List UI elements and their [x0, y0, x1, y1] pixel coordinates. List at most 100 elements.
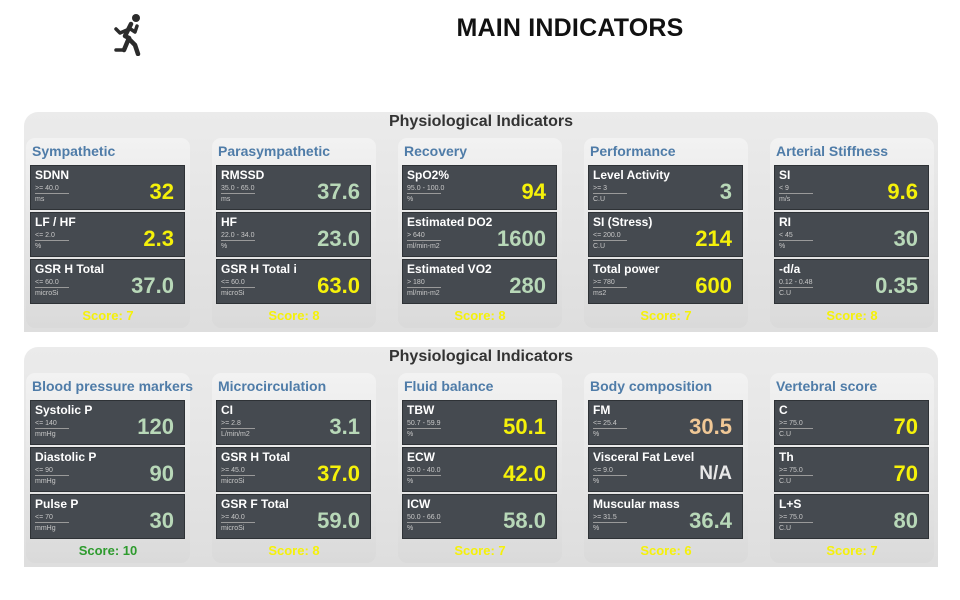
group-title: Microcirculation	[218, 378, 327, 394]
indicator-unit: %	[35, 243, 42, 250]
indicator-card[interactable]: LF / HF <= 2.0% 2.3	[30, 212, 185, 257]
indicator-card[interactable]: Total power >= 780 ms2 600	[588, 259, 743, 304]
indicator-unit: microSi	[221, 290, 245, 297]
indicator-value: 30	[149, 508, 174, 533]
indicator-name: RMSSD	[221, 168, 265, 182]
indicator-name: ICW	[407, 497, 431, 511]
indicator-card[interactable]: GSR H Total i <= 60.0 microSi 63.0	[216, 259, 371, 304]
indicator-name: SpO2%	[407, 168, 450, 182]
indicator-value: 120	[137, 414, 174, 439]
indicator-card[interactable]: -d/a 0.12 - 0.48 C.U 0.35	[774, 259, 929, 304]
indicator-name: Systolic P	[35, 403, 93, 417]
group-score: Score: 7	[640, 308, 692, 323]
indicator-value: 37.0	[131, 273, 174, 298]
indicator-value: 63.0	[317, 273, 360, 298]
indicator-card[interactable]: Muscular mass >= 31.5% 36.4	[588, 494, 743, 539]
group-score: Score: 8	[268, 543, 320, 558]
indicator-value: 59.0	[317, 508, 360, 533]
indicator-card[interactable]: Estimated DO2 > 640 ml/min-m2 1600	[402, 212, 557, 257]
indicator-card[interactable]: GSR H Total <= 60.0 microSi 37.0	[30, 259, 185, 304]
indicator-unit: %	[593, 478, 600, 485]
indicator-card[interactable]: RMSSD 35.0 - 65.0 ms 37.6	[216, 165, 371, 210]
indicator-card[interactable]: Diastolic P <= 90 mmHg 90	[30, 447, 185, 492]
indicator-group: Body composition FM <= 25.4% 30.5 Visceral F…	[584, 373, 748, 563]
indicator-value: 0.35	[875, 273, 918, 298]
indicator-unit: L/min/m2	[221, 431, 250, 438]
indicator-card[interactable]: ECW 30.0 - 40.0% 42.0	[402, 447, 557, 492]
indicator-value: 3	[719, 179, 732, 204]
indicator-value: 9.6	[887, 179, 918, 204]
indicator-unit: ml/min-m2	[407, 243, 440, 250]
indicator-value: 42.0	[503, 461, 546, 486]
indicator-value: 37.0	[317, 461, 360, 486]
indicator-range: <= 90	[35, 467, 69, 476]
indicator-unit: %	[407, 478, 414, 485]
indicator-card[interactable]: Th >= 75.0 C.U 70	[774, 447, 929, 492]
indicator-unit: %	[593, 431, 600, 438]
indicator-card[interactable]: GSR H Total >= 45.0 microSi 37.0	[216, 447, 371, 492]
indicator-name: ECW	[407, 450, 435, 464]
indicator-unit: m/s	[779, 196, 791, 203]
indicator-card[interactable]: SI (Stress) <= 200.0 C.U 214	[588, 212, 743, 257]
indicator-unit: C.U	[779, 525, 792, 532]
indicator-group: Parasympathetic RMSSD 35.0 - 65.0 ms 37.6 HF 2…	[212, 138, 376, 328]
indicator-name: Visceral Fat Level	[593, 450, 695, 464]
indicator-value: 32	[149, 179, 174, 204]
indicator-name: Estimated VO2	[407, 262, 492, 276]
indicator-card[interactable]: FM <= 25.4% 30.5	[588, 400, 743, 445]
indicator-card[interactable]: Level Activity >= 3 C.U 3	[588, 165, 743, 210]
indicator-range: 50.7 - 59.9	[407, 420, 441, 429]
indicator-name: SI	[779, 168, 791, 182]
indicator-name: Estimated DO2	[407, 215, 493, 229]
indicator-name: C	[779, 403, 788, 417]
indicator-card[interactable]: RI < 45% 30	[774, 212, 929, 257]
indicator-range: >= 3	[593, 185, 627, 194]
indicator-card[interactable]: ICW 50.0 - 66.0% 58.0	[402, 494, 557, 539]
indicator-name: TBW	[407, 403, 435, 417]
indicator-card[interactable]: C >= 75.0 C.U 70	[774, 400, 929, 445]
indicator-card[interactable]: Visceral Fat Level <= 9.0% N/A	[588, 447, 743, 492]
indicator-card[interactable]: TBW 50.7 - 59.9% 50.1	[402, 400, 557, 445]
indicator-unit: %	[407, 196, 414, 203]
indicator-value: 30	[893, 226, 918, 251]
indicator-unit: ms	[35, 196, 45, 203]
indicator-value: 30.5	[689, 414, 732, 439]
group-score: Score: 10	[78, 543, 138, 558]
indicator-card[interactable]: SpO2% 95.0 - 100.0% 94	[402, 165, 557, 210]
indicator-card[interactable]: SI < 9 m/s 9.6	[774, 165, 929, 210]
section-title: Physiological Indicators	[388, 348, 574, 365]
indicator-range: >= 75.0	[779, 467, 813, 476]
indicator-value: 36.4	[689, 508, 732, 533]
indicator-card[interactable]: HF 22.0 - 34.0% 23.0	[216, 212, 371, 257]
indicator-card[interactable]: L+S >= 75.0 C.U 80	[774, 494, 929, 539]
indicator-unit: mmHg	[35, 478, 56, 485]
indicator-name: RI	[779, 215, 791, 229]
indicator-name: Diastolic P	[35, 450, 97, 464]
person-running-icon	[112, 12, 146, 57]
indicator-group: Sympathetic SDNN >= 40.0 ms 32 LF / HF <= 2.0%…	[26, 138, 190, 328]
indicator-value: 70	[893, 461, 918, 486]
group-title: Parasympathetic	[218, 143, 331, 159]
indicator-unit: ml/min-m2	[407, 290, 440, 297]
group-score: Score: 7	[82, 308, 134, 323]
indicator-unit: C.U	[779, 478, 792, 485]
group-score: Score: 6	[640, 543, 692, 558]
indicator-unit: C.U	[593, 196, 606, 203]
indicator-name: Level Activity	[593, 168, 670, 182]
indicator-card[interactable]: Pulse P <= 70 mmHg 30	[30, 494, 185, 539]
indicator-name: -d/a	[779, 262, 801, 276]
indicator-range: >= 75.0	[779, 514, 813, 523]
indicator-name: FM	[593, 403, 611, 417]
indicator-range: >= 40.0	[35, 185, 69, 194]
indicator-card[interactable]: CI >= 2.8 L/min/m2 3.1	[216, 400, 371, 445]
indicator-unit: mmHg	[35, 525, 56, 532]
indicator-unit: microSi	[221, 525, 245, 532]
indicator-name: SI (Stress)	[593, 215, 653, 229]
indicator-card[interactable]: SDNN >= 40.0 ms 32	[30, 165, 185, 210]
indicator-range: <= 200.0	[593, 232, 627, 241]
indicator-card[interactable]: Systolic P <= 140 mmHg 120	[30, 400, 185, 445]
group-title: Sympathetic	[32, 143, 116, 159]
indicator-card[interactable]: GSR F Total >= 40.0 microSi 59.0	[216, 494, 371, 539]
indicator-range: >= 780	[593, 279, 627, 288]
indicator-card[interactable]: Estimated VO2 > 180 ml/min-m2 280	[402, 259, 557, 304]
